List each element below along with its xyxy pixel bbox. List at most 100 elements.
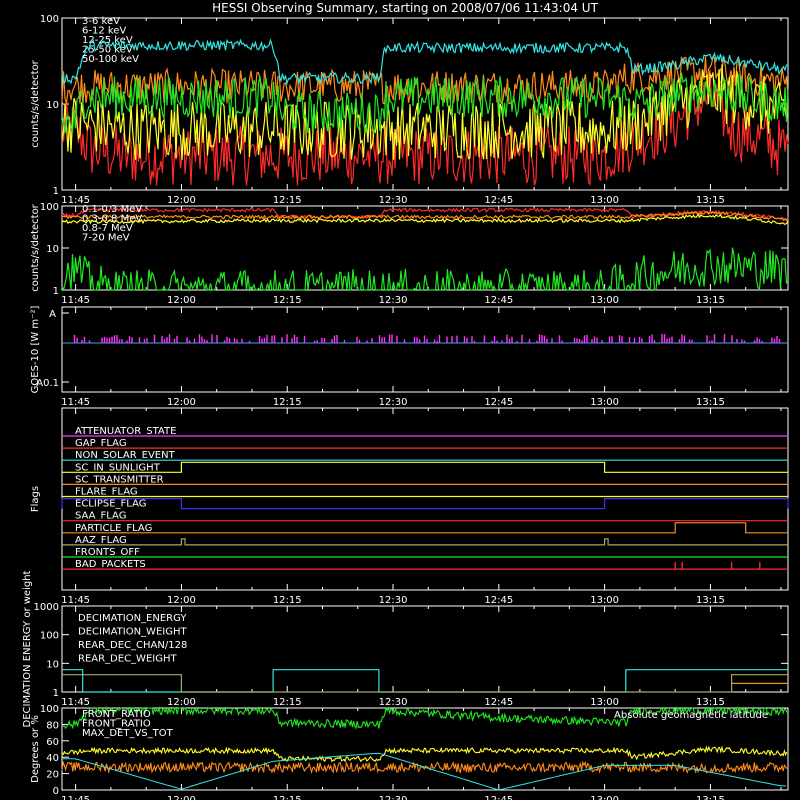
x-tick-label: 13:00 — [590, 195, 619, 206]
y-axis-label: Flags — [30, 486, 41, 512]
y-tick-label: 1 — [53, 186, 59, 197]
legend-entry: 50-100 keV — [82, 54, 139, 65]
panel-frame — [61, 306, 789, 393]
legend-entry: 3-6 keV — [82, 16, 120, 27]
x-tick-label: 12:45 — [484, 195, 513, 206]
figure-title: HESSI Observing Summary, starting on 200… — [212, 1, 598, 15]
x-tick-label: 13:15 — [696, 795, 725, 800]
x-tick-label: 13:00 — [590, 697, 619, 708]
panel-frame — [61, 707, 789, 791]
legend-entry: 0.8-7 MeV — [82, 223, 133, 234]
series-line-12-25-kev — [61, 64, 789, 160]
x-tick-label: 12:45 — [484, 595, 513, 606]
x-tick-label: 12:00 — [167, 195, 196, 206]
y-axis-label: counts/s/detector — [30, 203, 41, 291]
flag-line — [61, 498, 789, 510]
y-axis-label: counts/s/detector — [30, 59, 41, 147]
x-tick-label: 11:45 — [61, 795, 90, 800]
legend-entry: 6-12 keV — [82, 26, 126, 37]
x-tick-label: 12:15 — [273, 195, 302, 206]
panel-2: 11:45 12:00 12:15 12:30 12:45 13:00 13:15 count… — [30, 202, 789, 306]
x-tick-label: 13:15 — [696, 397, 725, 408]
flag-label: GAP_FLAG — [75, 438, 127, 449]
panel-3: 11:45 12:00 12:15 12:30 12:45 13:00 13:15 GOES-… — [30, 306, 789, 408]
flag-line — [62, 538, 788, 546]
legend-entry: DECIMATION_WEIGHT — [78, 627, 187, 638]
x-tick-label: 12:00 — [167, 295, 196, 306]
x-tick-label: 12:15 — [273, 295, 302, 306]
x-tick-label: 12:00 — [167, 397, 196, 408]
x-tick-label: 13:15 — [696, 697, 725, 708]
x-tick-label: 13:15 — [696, 195, 725, 206]
legend-entry: 0.1-0.3 MeV — [82, 204, 142, 215]
legend-entry: FRONT_RATIO — [82, 709, 151, 720]
x-tick-label: 11:45 — [61, 397, 90, 408]
y-tick-label: 1000 — [34, 602, 59, 613]
panel-1: 11:45 12:00 12:15 12:30 12:45 13:00 13:15 count… — [30, 14, 789, 206]
y-axis-label: GOES-10 [W m⁻²] — [30, 306, 41, 394]
x-tick-label: 12:00 — [167, 795, 196, 800]
flag-label: ECLIPSE_FLAG — [75, 499, 146, 510]
series-line-7-20-mev — [61, 247, 789, 293]
x-tick-label: 13:00 — [590, 595, 619, 606]
y-tick-label: 1 — [53, 688, 59, 699]
x-tick-label: 12:00 — [167, 595, 196, 606]
flag-label: BAD_PACKETS — [75, 559, 146, 570]
y-tick-label: 60 — [46, 737, 59, 748]
degrees-series-line — [61, 705, 788, 730]
x-tick-label: 11:45 — [61, 295, 90, 306]
y-axis-label: DECIMATION ENERGY or weight — [22, 570, 33, 727]
y-tick-label: 10 — [46, 100, 59, 111]
x-tick-label: 12:30 — [379, 195, 408, 206]
x-tick-label: 12:45 — [484, 397, 513, 408]
x-tick-label: 12:45 — [484, 795, 513, 800]
x-tick-label: 12:15 — [273, 697, 302, 708]
flag-label: SC_TRANSMITTER — [75, 474, 164, 485]
x-tick-label: 13:00 — [590, 295, 619, 306]
x-tick-label: 12:15 — [273, 397, 302, 408]
y-tick-label: 20 — [46, 770, 59, 781]
x-tick-label: 12:30 — [379, 697, 408, 708]
y-tick-label: A — [49, 309, 56, 320]
panel-4: 11:45 12:00 12:15 12:30 12:45 13:00 13:15 Flags… — [30, 407, 789, 606]
x-tick-label: 13:15 — [696, 295, 725, 306]
legend-entry: REAR_DEC_CHAN/128 — [78, 640, 187, 651]
legend-entry: MAX_DET_VS_TOT — [82, 728, 174, 739]
series-line-0-1-0-3-mev — [61, 207, 789, 221]
legend-entry: 12-25 keV — [82, 35, 133, 46]
flag-label: FLARE_FLAG — [75, 487, 138, 498]
y-tick-label: 100 — [40, 631, 59, 642]
degrees-series-line — [61, 745, 788, 763]
x-tick-label: 12:30 — [379, 295, 408, 306]
x-tick-label: 12:30 — [379, 795, 408, 800]
y-tick-label: 1 — [53, 286, 59, 297]
flag-label: SC_IN_SUNLIGHT — [75, 462, 161, 473]
flag-label: AAZ_FLAG — [75, 535, 127, 546]
decimation-line — [62, 669, 788, 693]
panel-6: 11:45 12:00 12:15 12:30 12:45 13:00 13:15 Degre… — [30, 704, 789, 800]
flag-line — [62, 461, 788, 473]
x-tick-label: 12:30 — [379, 397, 408, 408]
y-tick-label: 100 — [40, 202, 59, 213]
x-tick-label: 12:45 — [484, 295, 513, 306]
y-tick-label: 100 — [40, 704, 59, 715]
x-tick-label: 12:00 — [167, 697, 196, 708]
x-tick-label: 12:45 — [484, 697, 513, 708]
legend-entry: DECIMATION_ENERGY — [78, 613, 187, 624]
x-tick-label: 11:45 — [61, 697, 90, 708]
flag-label: FRONTS_OFF — [75, 547, 140, 558]
y-tick-label: 10 — [46, 244, 59, 255]
x-tick-label: 12:15 — [273, 595, 302, 606]
y-tick-label: 100 — [40, 14, 59, 25]
x-tick-label: 12:30 — [379, 595, 408, 606]
y-tick-label: 80 — [46, 720, 59, 731]
y-tick-label: 40 — [46, 753, 59, 764]
degrees-series-line — [62, 752, 786, 791]
decimation-line — [62, 674, 788, 693]
panel-5: 11:45 12:00 12:15 12:30 12:45 13:00 13:15 DECIM… — [22, 570, 789, 727]
y-tick-label: A0.1 — [36, 378, 59, 389]
flag-label: NON_SOLAR_EVENT — [75, 450, 176, 461]
legend-entry: 7-20 MeV — [82, 233, 130, 244]
x-tick-label: 11:45 — [61, 195, 90, 206]
